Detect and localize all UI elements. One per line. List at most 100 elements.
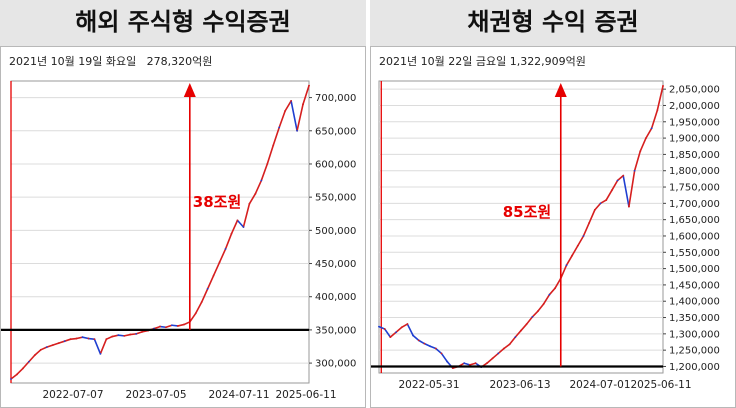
- series-segment: [588, 209, 596, 224]
- series-segment: [171, 324, 179, 327]
- series-segment: [284, 100, 292, 112]
- right-panel: 채권형 수익 증권 2021년 10월 22일 금요일 1,322,909억원 …: [370, 0, 736, 408]
- series-segment: [542, 293, 551, 305]
- series-segment: [123, 333, 131, 337]
- series-segment: [406, 323, 414, 337]
- data-point: [75, 337, 78, 340]
- series-segment: [582, 222, 590, 237]
- series-segment: [206, 274, 215, 290]
- y-tick-label: 1,600,000: [669, 231, 720, 242]
- series-segment: [423, 342, 431, 348]
- series-segment: [622, 174, 630, 208]
- y-tick-label: 1,400,000: [669, 297, 720, 308]
- y-tick-label: 1,950,000: [669, 117, 720, 128]
- y-tick-label: 1,250,000: [669, 346, 720, 357]
- series-segment: [400, 323, 409, 329]
- data-point: [45, 346, 48, 349]
- series-segment: [177, 323, 185, 327]
- series-segment: [463, 362, 471, 366]
- data-point: [63, 340, 66, 343]
- series-segment: [129, 333, 137, 336]
- series-segment: [51, 342, 60, 346]
- series-segment: [189, 312, 197, 323]
- y-tick-label: 1,900,000: [669, 134, 720, 145]
- data-point: [171, 324, 173, 327]
- series-segment: [290, 100, 298, 132]
- data-point: [389, 336, 392, 339]
- series-segment: [278, 110, 286, 129]
- data-point: [412, 334, 414, 337]
- series-segment: [111, 334, 120, 338]
- y-tick-label: 1,500,000: [669, 264, 720, 275]
- series-segment: [554, 277, 562, 289]
- series-segment: [616, 174, 625, 182]
- data-point: [10, 378, 12, 380]
- series-segment: [412, 334, 420, 342]
- series-segment: [605, 189, 613, 201]
- data-point: [93, 338, 96, 341]
- data-point: [378, 325, 380, 328]
- left-panel: 해외 주식형 수익증권 2021년 10월 19일 화요일 278,320억원 …: [0, 0, 366, 408]
- series-segment: [266, 144, 275, 165]
- series-segment: [34, 349, 42, 356]
- series-segment: [417, 339, 426, 345]
- y-tick-label: 700,000: [315, 93, 356, 104]
- series-segment: [565, 254, 573, 267]
- data-point: [33, 354, 36, 357]
- data-point: [423, 342, 426, 345]
- data-point: [616, 179, 619, 182]
- data-point: [57, 342, 60, 345]
- data-point: [417, 339, 420, 342]
- series-segment: [236, 219, 245, 228]
- series-segment: [508, 336, 517, 346]
- series-segment: [577, 235, 585, 247]
- chart-header: 2021년 10월 19일 화요일 278,320억원: [9, 55, 213, 68]
- series-segment: [599, 199, 607, 205]
- data-point: [434, 347, 437, 350]
- data-point: [429, 345, 432, 348]
- series-segment: [486, 357, 494, 365]
- y-tick-label: 650,000: [315, 126, 356, 137]
- series-segment: [628, 169, 636, 208]
- data-point: [212, 274, 215, 277]
- series-segment: [93, 338, 102, 355]
- data-point: [165, 326, 167, 329]
- series-segment: [153, 325, 161, 330]
- y-tick-label: 1,700,000: [669, 199, 720, 210]
- series-segment: [531, 310, 539, 318]
- series-segment: [429, 345, 437, 350]
- growth-arrow-head: [554, 83, 567, 97]
- series-segment: [633, 150, 642, 172]
- series-segment: [248, 193, 257, 205]
- series-segment: [440, 352, 448, 363]
- data-point: [290, 100, 293, 102]
- y-tick-label: 600,000: [315, 159, 356, 170]
- x-tick-label: 2023-07-05: [125, 389, 186, 401]
- data-point: [224, 248, 227, 250]
- data-point: [610, 189, 613, 192]
- series-segment: [87, 337, 96, 340]
- data-point: [395, 331, 397, 334]
- y-tick-label: 2,000,000: [669, 101, 720, 112]
- data-point: [230, 232, 233, 235]
- data-point: [463, 362, 466, 365]
- series-segment: [16, 367, 24, 376]
- y-tick-label: 1,200,000: [669, 362, 720, 373]
- data-point: [503, 347, 505, 350]
- y-tick-label: 400,000: [315, 292, 356, 303]
- series-segment: [200, 287, 209, 303]
- series-segment: [63, 338, 72, 342]
- data-point: [284, 109, 287, 112]
- series-segment: [39, 346, 48, 351]
- data-point: [296, 129, 298, 132]
- plot-frame: [10, 80, 310, 384]
- series-segment: [99, 338, 108, 355]
- series-segment: [514, 329, 522, 338]
- series-segment: [242, 202, 251, 228]
- data-point: [633, 169, 636, 172]
- data-point: [99, 352, 102, 355]
- data-point: [218, 261, 221, 264]
- x-tick-label: 2023-06-13: [489, 379, 550, 391]
- y-tick-label: 500,000: [315, 226, 356, 237]
- series-segment: [656, 85, 664, 112]
